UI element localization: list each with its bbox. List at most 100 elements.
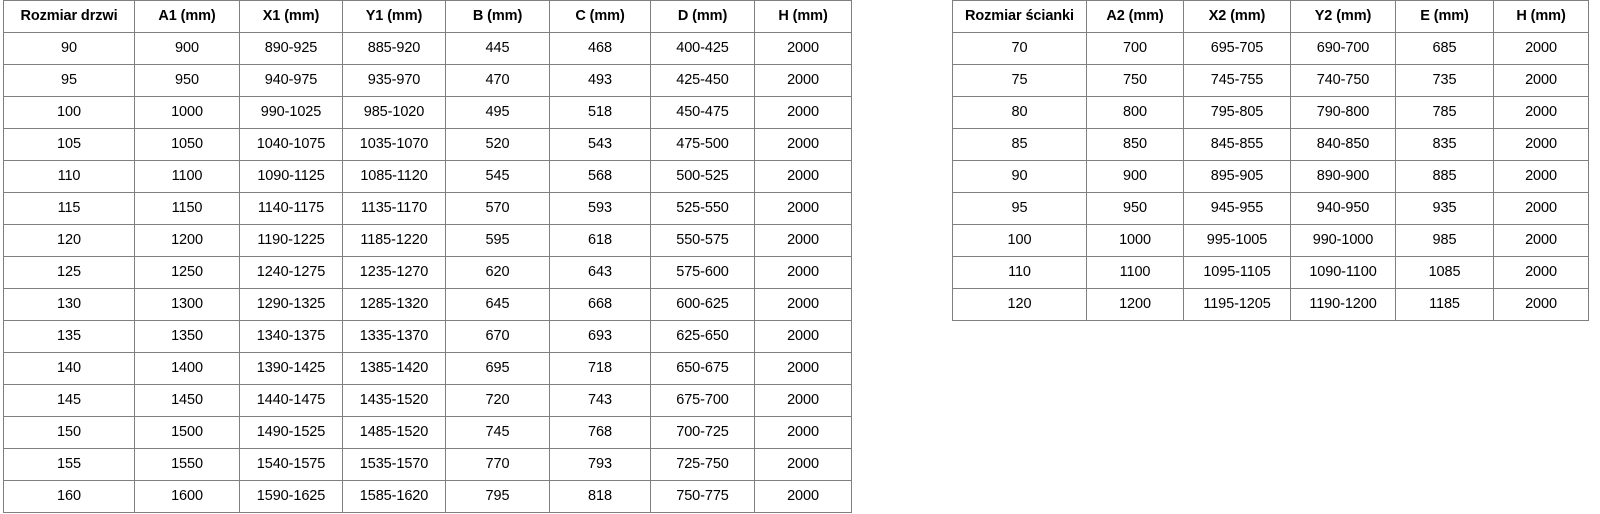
table-cell: 105	[3, 128, 135, 161]
table-row: 90 900 890-925 885-920 445 468 400-425 2000	[3, 32, 852, 65]
table-cell: 668	[549, 288, 651, 321]
table-cell: 795-805	[1183, 96, 1291, 129]
table-cell: 1235-1270	[342, 256, 446, 289]
table-row: 150 1500 1490-1525 1485-1520 745 768 700-725 20…	[3, 416, 852, 449]
table-cell: 685	[1395, 32, 1494, 65]
table-cell: 2000	[754, 96, 852, 129]
table-header-row: Rozmiar drzwi A1 (mm) X1 (mm) Y1 (mm) B …	[3, 0, 852, 33]
table-cell: 670	[445, 320, 550, 353]
table-cell: 130	[3, 288, 135, 321]
table-cell: 895-905	[1183, 160, 1291, 193]
table-cell: 2000	[1493, 32, 1589, 65]
table-cell: 985-1020	[342, 96, 446, 129]
column-header-a1: A1 (mm)	[134, 0, 240, 33]
table-cell: 2000	[754, 128, 852, 161]
table-cell: 643	[549, 256, 651, 289]
table-cell: 650-675	[650, 352, 755, 385]
table-cell: 140	[3, 352, 135, 385]
table-row: 120 1200 1190-1225 1185-1220 595 618 550-575 20…	[3, 224, 852, 257]
table-cell: 2000	[754, 480, 852, 513]
table-cell: 675-700	[650, 384, 755, 417]
table-cell: 1000	[134, 96, 240, 129]
table-cell: 400-425	[650, 32, 755, 65]
table-cell: 593	[549, 192, 651, 225]
table-cell: 100	[952, 224, 1087, 257]
table-cell: 2000	[754, 160, 852, 193]
column-header-x2: X2 (mm)	[1183, 0, 1291, 33]
table-row: 160 1600 1590-1625 1585-1620 795 818 750-775 20…	[3, 480, 852, 513]
column-header-b: B (mm)	[445, 0, 550, 33]
table-cell: 150	[3, 416, 135, 449]
table-cell: 935-970	[342, 64, 446, 97]
table-row: 85 850 845-855 840-850 835 2000	[952, 128, 1589, 161]
table-cell: 110	[952, 256, 1087, 289]
table-cell: 425-450	[650, 64, 755, 97]
table-cell: 2000	[1493, 224, 1589, 257]
column-header-h: H (mm)	[754, 0, 852, 33]
table-cell: 525-550	[650, 192, 755, 225]
table-cell: 1050	[134, 128, 240, 161]
table-cell: 1185-1220	[342, 224, 446, 257]
table-cell: 500-525	[650, 160, 755, 193]
table-cell: 155	[3, 448, 135, 481]
table-cell: 2000	[754, 416, 852, 449]
table-cell: 890-925	[239, 32, 343, 65]
column-header-e: E (mm)	[1395, 0, 1494, 33]
table-row: 105 1050 1040-1075 1035-1070 520 543 475-500 20…	[3, 128, 852, 161]
doors-table-header: Rozmiar drzwi A1 (mm) X1 (mm) Y1 (mm) B …	[3, 0, 852, 33]
table-cell: 618	[549, 224, 651, 257]
table-cell: 695-705	[1183, 32, 1291, 65]
table-row: 110 1100 1095-1105 1090-1100 1085 2000	[952, 256, 1589, 289]
panels-table-body: 70 700 695-705 690-700 685 2000 75 750 745-755 74…	[952, 32, 1589, 321]
table-cell: 1140-1175	[239, 192, 343, 225]
column-header-c: C (mm)	[549, 0, 651, 33]
table-row: 95 950 940-975 935-970 470 493 425-450 2000	[3, 64, 852, 97]
table-cell: 1500	[134, 416, 240, 449]
table-cell: 570	[445, 192, 550, 225]
table-cell: 2000	[754, 224, 852, 257]
table-cell: 768	[549, 416, 651, 449]
table-cell: 1150	[134, 192, 240, 225]
table-cell: 945-955	[1183, 192, 1291, 225]
table-row: 125 1250 1240-1275 1235-1270 620 643 575-600 20…	[3, 256, 852, 289]
table-cell: 940-975	[239, 64, 343, 97]
doors-size-table-container: Rozmiar drzwi A1 (mm) X1 (mm) Y1 (mm) B …	[3, 0, 852, 513]
table-cell: 950	[1086, 192, 1184, 225]
table-row: 90 900 895-905 890-900 885 2000	[952, 160, 1589, 193]
table-cell: 1550	[134, 448, 240, 481]
table-row: 80 800 795-805 790-800 785 2000	[952, 96, 1589, 129]
table-cell: 1090-1100	[1290, 256, 1396, 289]
table-cell: 1585-1620	[342, 480, 446, 513]
table-cell: 840-850	[1290, 128, 1396, 161]
table-cell: 575-600	[650, 256, 755, 289]
table-cell: 690-700	[1290, 32, 1396, 65]
table-cell: 2000	[1493, 192, 1589, 225]
table-row: 110 1100 1090-1125 1085-1120 545 568 500-525 20…	[3, 160, 852, 193]
table-cell: 1285-1320	[342, 288, 446, 321]
table-cell: 2000	[754, 64, 852, 97]
table-cell: 445	[445, 32, 550, 65]
table-cell: 1200	[1086, 288, 1184, 321]
table-row: 70 700 695-705 690-700 685 2000	[952, 32, 1589, 65]
table-cell: 818	[549, 480, 651, 513]
table-cell: 620	[445, 256, 550, 289]
table-cell: 900	[134, 32, 240, 65]
table-cell: 545	[445, 160, 550, 193]
table-cell: 2000	[754, 384, 852, 417]
table-cell: 1135-1170	[342, 192, 446, 225]
table-cell: 1090-1125	[239, 160, 343, 193]
table-cell: 470	[445, 64, 550, 97]
table-cell: 1300	[134, 288, 240, 321]
table-cell: 940-950	[1290, 192, 1396, 225]
table-cell: 1490-1525	[239, 416, 343, 449]
panels-size-table: Rozmiar ścianki A2 (mm) X2 (mm) Y2 (mm) …	[952, 0, 1589, 321]
table-cell: 790-800	[1290, 96, 1396, 129]
table-cell: 75	[952, 64, 1087, 97]
table-cell: 1590-1625	[239, 480, 343, 513]
table-cell: 693	[549, 320, 651, 353]
table-cell: 120	[952, 288, 1087, 321]
table-row: 140 1400 1390-1425 1385-1420 695 718 650-675 20…	[3, 352, 852, 385]
table-cell: 2000	[754, 288, 852, 321]
table-cell: 745	[445, 416, 550, 449]
